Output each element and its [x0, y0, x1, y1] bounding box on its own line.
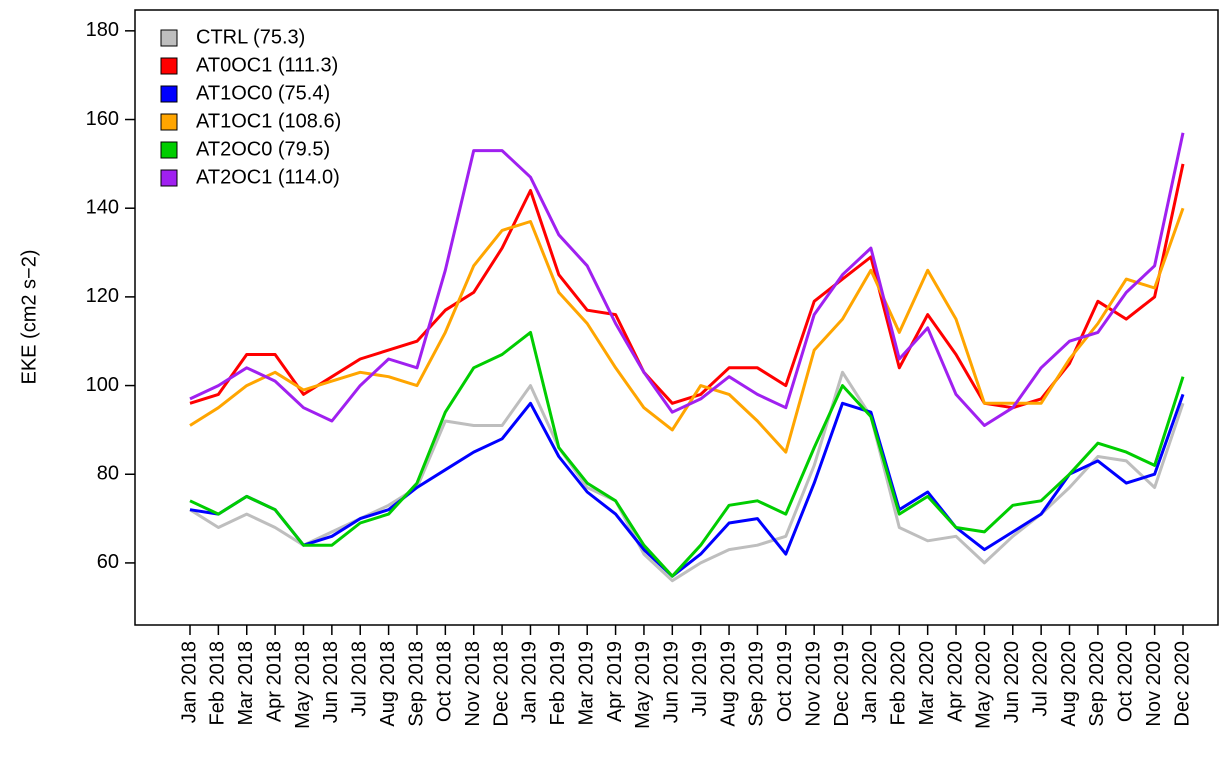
series-line: [189, 132, 1185, 427]
legend-label: AT0OC1 (111.3): [196, 54, 338, 76]
x-tick-label: May 2019: [632, 641, 654, 729]
x-tick-label: Sep 2020: [1086, 641, 1108, 727]
x-tick-label: Oct 2020: [1115, 641, 1137, 722]
y-tick-label: 140: [86, 196, 119, 218]
x-tick-label: Jul 2020: [1029, 641, 1051, 717]
x-tick-label: Apr 2018: [263, 641, 285, 722]
x-tick-label: Nov 2019: [802, 641, 824, 727]
series-line: [189, 207, 1185, 454]
x-tick-label: Feb 2019: [547, 641, 569, 726]
x-tick-label: Jan 2020: [859, 641, 881, 723]
x-tick-label: Dec 2020: [1171, 641, 1193, 727]
x-tick-label: Jan 2018: [178, 641, 200, 723]
x-tick-label: Aug 2019: [717, 641, 739, 727]
x-tick-label: Aug 2020: [1058, 641, 1080, 727]
y-tick-label: 80: [97, 463, 119, 485]
legend-swatch: [160, 141, 178, 159]
legend-label: CTRL (75.3): [196, 26, 305, 48]
x-tick-label: May 2020: [973, 641, 995, 729]
x-tick-label: Aug 2018: [377, 641, 399, 727]
legend-swatch: [160, 113, 178, 131]
series-line: [189, 330, 1185, 578]
legend-label: AT1OC0 (75.4): [196, 82, 330, 104]
x-tick-label: Nov 2020: [1143, 641, 1165, 727]
legend-swatch: [160, 85, 178, 103]
x-tick-label: Mar 2019: [575, 641, 597, 726]
y-tick-label: 160: [86, 108, 119, 130]
legend-swatch: [160, 169, 178, 187]
series-line: [189, 393, 1185, 578]
x-tick-label: Feb 2020: [888, 641, 910, 726]
x-tick-label: Jul 2018: [349, 641, 371, 717]
x-tick-label: Jan 2019: [519, 641, 541, 723]
x-tick-label: Sep 2019: [746, 641, 768, 727]
y-tick-label: 60: [97, 551, 119, 573]
x-tick-label: Dec 2019: [831, 641, 853, 727]
x-tick-label: Oct 2018: [434, 641, 456, 722]
legend-swatch: [160, 29, 178, 47]
x-tick-label: Mar 2020: [916, 641, 938, 726]
plot-frame: [134, 9, 1219, 626]
x-tick-label: Oct 2019: [774, 641, 796, 722]
legend-label: AT1OC1 (108.6): [196, 110, 341, 132]
x-tick-label: Jun 2019: [661, 641, 683, 723]
y-tick-label: 120: [86, 285, 119, 307]
x-tick-label: Sep 2018: [405, 641, 427, 727]
y-axis-label: EKE (cm2 s−2): [18, 249, 40, 384]
y-tick-label: 100: [86, 374, 119, 396]
legend-label: AT2OC1 (114.0): [196, 166, 340, 188]
x-tick-label: Jul 2019: [689, 641, 711, 717]
x-tick-label: Dec 2018: [490, 641, 512, 727]
legend-label: AT2OC0 (79.5): [196, 138, 330, 160]
x-tick-label: Jun 2018: [320, 641, 342, 723]
x-tick-label: May 2018: [292, 641, 314, 729]
x-tick-label: Mar 2018: [235, 641, 257, 726]
x-tick-label: Jun 2020: [1001, 641, 1023, 723]
legend-swatch: [160, 57, 178, 75]
series-line: [189, 163, 1185, 410]
x-tick-label: Apr 2019: [604, 641, 626, 722]
y-tick-label: 180: [86, 19, 119, 41]
x-tick-label: Feb 2018: [207, 641, 229, 726]
x-tick-label: Nov 2018: [462, 641, 484, 727]
x-tick-label: Apr 2020: [944, 641, 966, 722]
